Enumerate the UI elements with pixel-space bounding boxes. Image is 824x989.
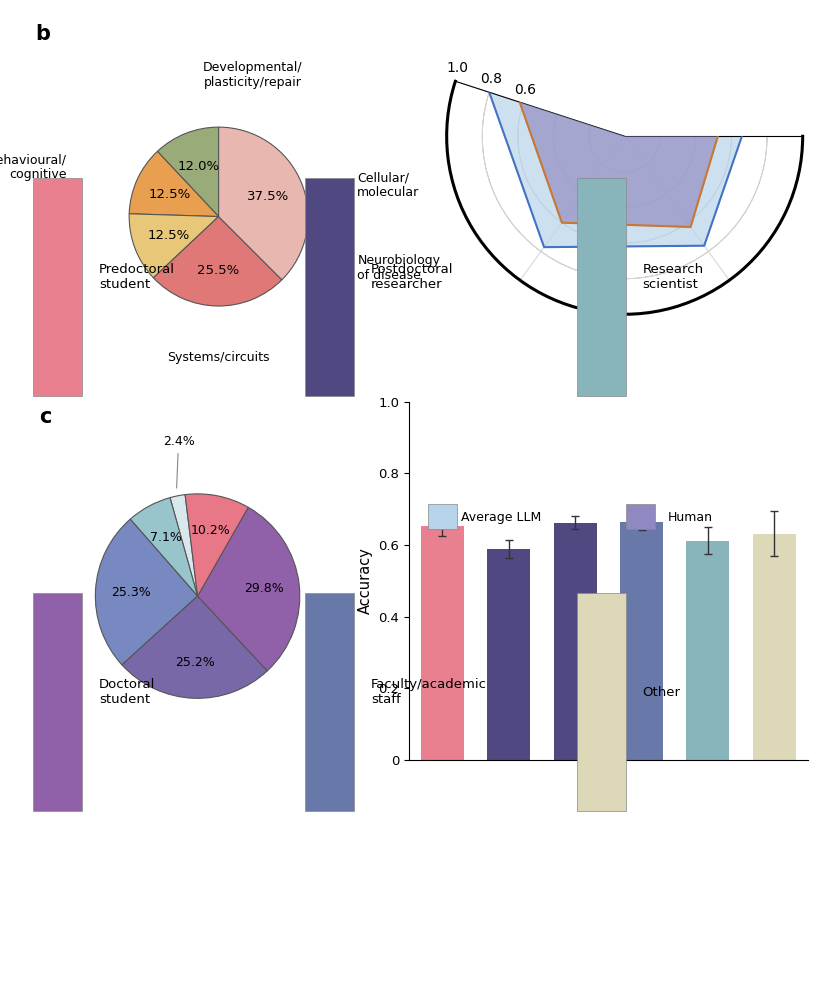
Text: Systems/circuits: Systems/circuits: [167, 351, 269, 364]
Text: 25.5%: 25.5%: [197, 264, 239, 277]
Text: Average LLM: Average LLM: [461, 510, 541, 524]
Bar: [686, 541, 729, 760]
Text: 12.5%: 12.5%: [148, 188, 191, 201]
Text: Behavioural/
cognitive: Behavioural/ cognitive: [0, 153, 67, 181]
Text: c: c: [39, 407, 52, 427]
Text: Faculty/academic
staff: Faculty/academic staff: [371, 678, 487, 706]
Text: Postdoctoral
researcher: Postdoctoral researcher: [371, 263, 453, 291]
Text: Research
scientist: Research scientist: [643, 263, 704, 291]
Text: Developmental/
plasticity/repair: Developmental/ plasticity/repair: [203, 61, 302, 89]
Wedge shape: [185, 494, 248, 596]
Bar: [620, 522, 663, 760]
Text: Human: Human: [667, 510, 713, 524]
Wedge shape: [130, 497, 198, 596]
Wedge shape: [153, 217, 282, 306]
Text: ■ Average LLM: ■ Average LLM: [0, 988, 1, 989]
Wedge shape: [122, 596, 267, 698]
Text: 25.2%: 25.2%: [175, 656, 215, 669]
Wedge shape: [129, 214, 218, 278]
Wedge shape: [157, 128, 218, 217]
Text: Neurobio
of disease: Neurobio of disease: [0, 988, 1, 989]
Text: Other: Other: [643, 685, 681, 699]
Text: 29.8%: 29.8%: [244, 582, 283, 595]
Polygon shape: [520, 28, 728, 227]
Text: 7.1%: 7.1%: [150, 531, 182, 544]
Text: b: b: [35, 25, 50, 45]
Wedge shape: [96, 519, 198, 665]
Bar: [554, 523, 597, 760]
Bar: [753, 533, 796, 760]
Text: Predoctoral
student: Predoctoral student: [99, 263, 175, 291]
Bar: [487, 549, 531, 760]
Polygon shape: [489, 0, 756, 247]
Wedge shape: [170, 494, 198, 596]
Text: 12.5%: 12.5%: [147, 229, 190, 242]
Text: Neurobiology
of disease: Neurobiology of disease: [358, 254, 440, 283]
Text: 37.5%: 37.5%: [247, 190, 289, 203]
Text: 25.3%: 25.3%: [111, 585, 151, 598]
Text: 10.2%: 10.2%: [191, 524, 231, 537]
Text: 12.0%: 12.0%: [178, 160, 220, 173]
Wedge shape: [198, 507, 300, 671]
Text: Systems/
circuits: Systems/ circuits: [0, 988, 1, 989]
Wedge shape: [218, 128, 308, 280]
Text: Developmental/
plasticity/repair: Developmental/ plasticity/repair: [0, 988, 1, 989]
Y-axis label: Accuracy: Accuracy: [358, 547, 372, 614]
Text: Doctoral
student: Doctoral student: [99, 678, 155, 706]
Text: Behavioural/
cognitive: Behavioural/ cognitive: [0, 988, 1, 989]
Wedge shape: [129, 151, 218, 217]
Text: Cellular/
molecular: Cellular/ molecular: [358, 171, 419, 199]
Text: 2.4%: 2.4%: [162, 435, 194, 488]
Text: Cel-
mo: Cel- mo: [0, 988, 1, 989]
Bar: [421, 526, 464, 760]
